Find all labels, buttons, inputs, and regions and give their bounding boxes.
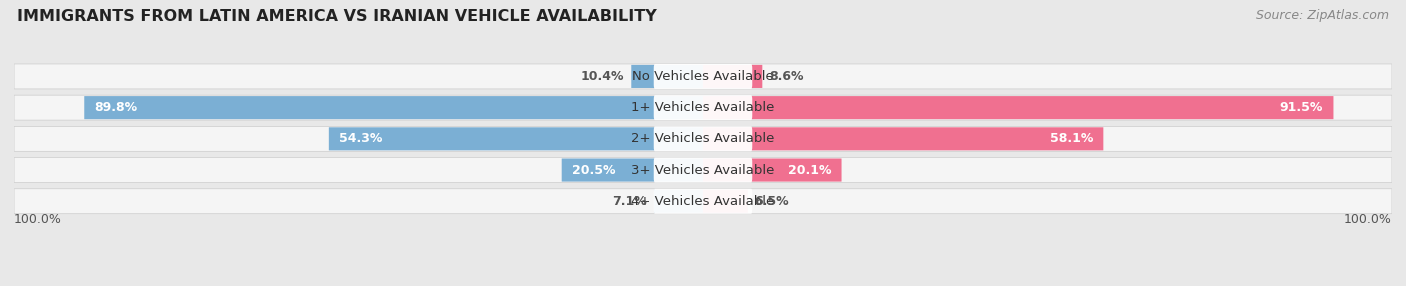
Text: 2+ Vehicles Available: 2+ Vehicles Available bbox=[631, 132, 775, 145]
FancyBboxPatch shape bbox=[14, 126, 1392, 151]
Text: 1+ Vehicles Available: 1+ Vehicles Available bbox=[631, 101, 775, 114]
Text: 20.5%: 20.5% bbox=[572, 164, 616, 176]
FancyBboxPatch shape bbox=[703, 127, 1104, 150]
FancyBboxPatch shape bbox=[654, 126, 752, 151]
Text: 58.1%: 58.1% bbox=[1049, 132, 1092, 145]
FancyBboxPatch shape bbox=[562, 158, 703, 182]
FancyBboxPatch shape bbox=[14, 64, 1392, 89]
Text: 8.6%: 8.6% bbox=[769, 70, 804, 83]
Text: 100.0%: 100.0% bbox=[14, 213, 62, 226]
FancyBboxPatch shape bbox=[703, 96, 1333, 119]
FancyBboxPatch shape bbox=[14, 158, 1392, 182]
Text: No Vehicles Available: No Vehicles Available bbox=[633, 70, 773, 83]
Text: 10.4%: 10.4% bbox=[581, 70, 624, 83]
FancyBboxPatch shape bbox=[631, 65, 703, 88]
Text: IMMIGRANTS FROM LATIN AMERICA VS IRANIAN VEHICLE AVAILABILITY: IMMIGRANTS FROM LATIN AMERICA VS IRANIAN… bbox=[17, 9, 657, 23]
Text: 100.0%: 100.0% bbox=[1344, 213, 1392, 226]
Text: 4+ Vehicles Available: 4+ Vehicles Available bbox=[631, 195, 775, 208]
FancyBboxPatch shape bbox=[703, 158, 842, 182]
FancyBboxPatch shape bbox=[703, 65, 762, 88]
Text: 54.3%: 54.3% bbox=[339, 132, 382, 145]
FancyBboxPatch shape bbox=[84, 96, 703, 119]
FancyBboxPatch shape bbox=[14, 95, 1392, 120]
Text: 3+ Vehicles Available: 3+ Vehicles Available bbox=[631, 164, 775, 176]
Text: 91.5%: 91.5% bbox=[1279, 101, 1323, 114]
FancyBboxPatch shape bbox=[654, 190, 703, 213]
FancyBboxPatch shape bbox=[703, 190, 748, 213]
FancyBboxPatch shape bbox=[329, 127, 703, 150]
FancyBboxPatch shape bbox=[654, 95, 752, 120]
Text: 89.8%: 89.8% bbox=[94, 101, 138, 114]
Text: 6.5%: 6.5% bbox=[755, 195, 789, 208]
FancyBboxPatch shape bbox=[654, 64, 752, 89]
Text: 7.1%: 7.1% bbox=[613, 195, 647, 208]
Text: Source: ZipAtlas.com: Source: ZipAtlas.com bbox=[1256, 9, 1389, 21]
Text: 20.1%: 20.1% bbox=[787, 164, 831, 176]
FancyBboxPatch shape bbox=[654, 189, 752, 214]
FancyBboxPatch shape bbox=[14, 189, 1392, 214]
FancyBboxPatch shape bbox=[654, 158, 752, 182]
